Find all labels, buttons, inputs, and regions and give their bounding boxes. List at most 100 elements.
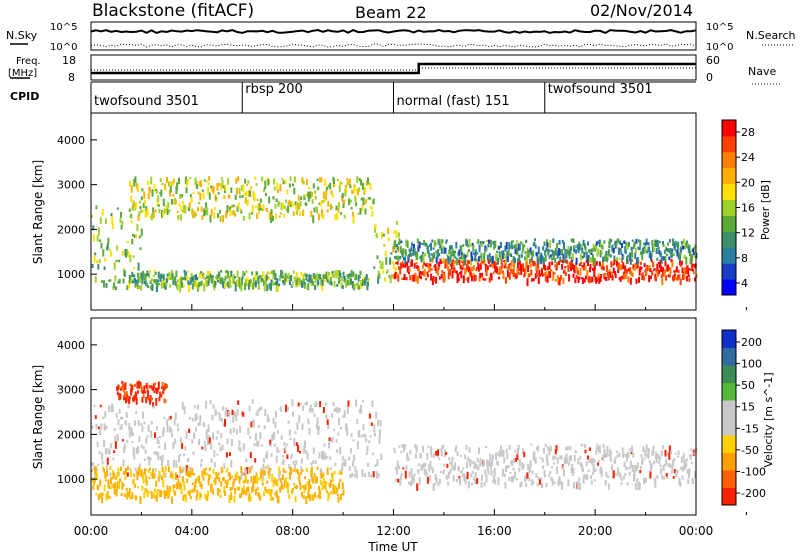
heatmap-cell bbox=[132, 479, 135, 483]
heatmap-cell bbox=[386, 269, 389, 273]
heatmap-cell bbox=[655, 451, 657, 460]
heatmap-cell bbox=[600, 469, 603, 478]
heatmap-cell bbox=[330, 490, 333, 495]
heatmap-cell bbox=[525, 482, 528, 487]
heatmap-cell bbox=[335, 491, 338, 494]
heatmap-cell bbox=[447, 257, 450, 265]
heatmap-cell bbox=[588, 458, 591, 463]
heatmap-cell bbox=[152, 274, 155, 278]
heatmap-cell bbox=[414, 275, 417, 282]
heatmap-cell bbox=[156, 198, 159, 206]
station-title: Blackstone (fitACF) bbox=[92, 1, 254, 21]
heatmap-cell bbox=[397, 232, 400, 238]
heatmap-cell bbox=[603, 240, 606, 244]
heatmap-cell bbox=[299, 402, 302, 406]
heatmap-cell bbox=[92, 466, 95, 471]
heatmap-cell bbox=[431, 253, 434, 260]
heatmap-cell bbox=[152, 402, 155, 408]
heatmap-cell bbox=[150, 385, 153, 389]
heatmap-cell bbox=[159, 192, 162, 195]
heatmap-cell bbox=[555, 252, 558, 256]
heatmap-cell bbox=[269, 271, 272, 275]
heatmap-cell bbox=[302, 180, 305, 185]
heatmap-cell bbox=[153, 279, 156, 283]
heatmap-cell bbox=[196, 277, 199, 281]
heatmap-cell bbox=[320, 177, 323, 183]
heatmap-cell bbox=[317, 186, 320, 191]
heatmap-cell bbox=[162, 386, 165, 391]
heatmap-cell bbox=[541, 273, 544, 277]
heatmap-cell bbox=[456, 257, 459, 263]
heatmap-cell bbox=[464, 454, 467, 460]
heatmap-cell bbox=[588, 267, 591, 273]
y-tick-label: 3000 bbox=[57, 179, 85, 192]
heatmap-cell bbox=[325, 481, 328, 485]
heatmap-cell bbox=[168, 209, 171, 213]
heatmap-cell bbox=[477, 264, 480, 272]
heatmap-cell bbox=[524, 256, 526, 261]
heatmap-cell bbox=[263, 491, 265, 497]
heatmap-cell bbox=[174, 276, 177, 284]
heatmap-cell bbox=[328, 492, 330, 498]
heatmap-cell bbox=[502, 450, 505, 457]
heatmap-cell bbox=[533, 451, 536, 458]
heatmap-cell bbox=[312, 460, 315, 464]
heatmap-cell bbox=[486, 239, 489, 242]
heatmap-cell bbox=[484, 469, 487, 476]
heatmap-cell bbox=[145, 382, 148, 389]
heatmap-cell bbox=[602, 454, 605, 461]
heatmap-cell bbox=[636, 462, 639, 469]
heatmap-cell bbox=[150, 397, 153, 401]
colorbar-segment bbox=[722, 247, 736, 264]
heatmap-cell bbox=[477, 466, 480, 471]
heatmap-cell bbox=[544, 254, 547, 262]
heatmap-cell bbox=[175, 270, 178, 278]
heatmap-cell bbox=[568, 274, 571, 282]
velocity-colorbar bbox=[722, 330, 736, 506]
heatmap-cell bbox=[194, 414, 197, 422]
heatmap-cell bbox=[278, 277, 281, 282]
heatmap-cell bbox=[467, 456, 470, 462]
heatmap-cell bbox=[546, 453, 548, 462]
heatmap-cell bbox=[210, 458, 213, 463]
heatmap-cell bbox=[539, 479, 542, 485]
heatmap-cell bbox=[205, 180, 208, 183]
heatmap-cell bbox=[197, 422, 200, 426]
heatmap-cell bbox=[501, 469, 504, 477]
heatmap-cell bbox=[571, 463, 574, 472]
heatmap-cell bbox=[639, 261, 642, 265]
heatmap-cell bbox=[365, 274, 368, 280]
heatmap-cell bbox=[145, 282, 148, 287]
heatmap-cell bbox=[645, 238, 648, 245]
heatmap-cell bbox=[96, 468, 98, 472]
heatmap-cell bbox=[255, 472, 258, 477]
heatmap-cell bbox=[155, 398, 158, 406]
heatmap-cell bbox=[600, 466, 603, 469]
heatmap-cell bbox=[641, 272, 644, 279]
heatmap-cell bbox=[309, 280, 312, 283]
heatmap-cell bbox=[164, 188, 167, 191]
heatmap-cell bbox=[398, 238, 401, 246]
heatmap-cell bbox=[462, 275, 465, 284]
heatmap-cell bbox=[105, 283, 108, 288]
heatmap-cell bbox=[501, 263, 504, 269]
heatmap-cell bbox=[225, 470, 228, 473]
heatmap-cell bbox=[123, 443, 126, 449]
heatmap-cell bbox=[480, 252, 483, 260]
heatmap-cell bbox=[612, 248, 615, 254]
heatmap-cell bbox=[338, 277, 340, 284]
heatmap-cell bbox=[282, 474, 284, 480]
heatmap-cell bbox=[522, 263, 525, 271]
heatmap-cell bbox=[448, 249, 451, 255]
heatmap-cell bbox=[466, 462, 468, 469]
heatmap-cell bbox=[544, 265, 547, 271]
colorbar-segment bbox=[722, 151, 736, 169]
heatmap-cell bbox=[195, 213, 197, 216]
heatmap-cell bbox=[313, 276, 316, 280]
heatmap-cell bbox=[203, 468, 206, 475]
heatmap-cell bbox=[128, 397, 131, 404]
heatmap-cell bbox=[488, 253, 491, 258]
heatmap-cell bbox=[535, 252, 538, 257]
heatmap-cell bbox=[152, 207, 155, 215]
heatmap-cell bbox=[600, 243, 603, 249]
